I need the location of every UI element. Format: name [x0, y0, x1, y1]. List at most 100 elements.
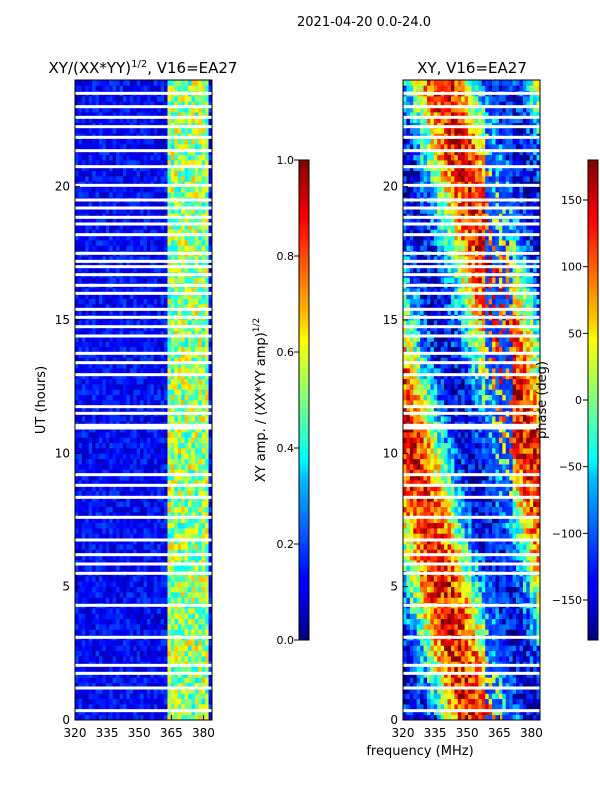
- heatmap-cell: [140, 101, 144, 108]
- heatmap-cell: [98, 709, 103, 716]
- heatmap-cell: [188, 554, 192, 561]
- heatmap-cell: [170, 709, 175, 716]
- heatmap-cell: [81, 672, 86, 678]
- heatmap-cell: [198, 352, 203, 358]
- heatmap-cell: [194, 154, 199, 161]
- heatmap-cell: [109, 112, 114, 118]
- heatmap-cell: [78, 202, 83, 209]
- heatmap-cell: [88, 346, 93, 353]
- heatmap-cell: [191, 357, 196, 364]
- heatmap-cell: [105, 144, 110, 150]
- heatmap-cell: [143, 416, 148, 422]
- heatmap-cell: [177, 240, 182, 246]
- heatmap-cell: [181, 160, 185, 166]
- heatmap-cell: [119, 320, 124, 326]
- heatmap-cell: [201, 202, 206, 209]
- heatmap-cell: [194, 666, 199, 673]
- heatmap-cell: [153, 592, 158, 598]
- heatmap-cell: [102, 96, 107, 102]
- heatmap-cell: [191, 656, 196, 662]
- heatmap-cell: [170, 160, 175, 166]
- heatmap-cell: [160, 432, 165, 438]
- heatmap-cell: [102, 160, 107, 166]
- heatmap-cell: [112, 85, 117, 92]
- heatmap-cell: [140, 474, 144, 481]
- heatmap-cell: [119, 581, 124, 588]
- heatmap-cell: [78, 186, 83, 193]
- heatmap-cell: [92, 682, 96, 689]
- heatmap-cell: [119, 325, 124, 332]
- heatmap-cell: [112, 224, 117, 230]
- heatmap-cell: [105, 101, 110, 108]
- heatmap-cell: [205, 101, 209, 108]
- heatmap-cell: [98, 474, 103, 481]
- heatmap-cell: [198, 416, 203, 422]
- heatmap-cell: [98, 544, 103, 550]
- heatmap-cell: [95, 245, 100, 252]
- heatmap-cell: [112, 522, 117, 529]
- heatmap-cell: [188, 384, 192, 390]
- heatmap-cell: [95, 106, 100, 113]
- heatmap-cell: [170, 464, 175, 470]
- heatmap-cell: [184, 405, 189, 412]
- heatmap-cell: [116, 416, 120, 422]
- heatmap-cell: [191, 304, 196, 310]
- heatmap-cell: [75, 112, 79, 118]
- heatmap-cell: [188, 368, 192, 374]
- heatmap-cell: [119, 458, 124, 465]
- heatmap-cell: [198, 485, 203, 492]
- heatmap-cell: [205, 544, 209, 550]
- heatmap-cell: [157, 256, 162, 262]
- heatmap-cell: [122, 362, 127, 369]
- heatmap-cell: [129, 629, 134, 636]
- heatmap-cell: [153, 309, 158, 316]
- heatmap-cell: [126, 592, 131, 598]
- data-gap: [75, 426, 212, 430]
- heatmap-cell: [164, 485, 168, 492]
- heatmap-cell: [191, 368, 196, 374]
- heatmap-cell: [167, 186, 172, 193]
- heatmap-cell: [95, 160, 100, 166]
- heatmap-cell: [85, 458, 90, 465]
- heatmap-cell: [126, 330, 131, 337]
- heatmap-cell: [105, 400, 110, 406]
- heatmap-cell: [181, 218, 185, 225]
- heatmap-cell: [133, 693, 138, 700]
- heatmap-cell: [109, 160, 114, 166]
- heatmap-cell: [122, 618, 127, 625]
- heatmap-cell: [150, 160, 155, 166]
- heatmap-cell: [136, 202, 141, 209]
- heatmap-cell: [146, 474, 151, 481]
- heatmap-cell: [164, 293, 168, 300]
- heatmap-cell: [140, 464, 144, 470]
- heatmap-cell: [133, 480, 138, 486]
- heatmap-cell: [167, 613, 172, 620]
- heatmap-cell: [157, 234, 162, 241]
- heatmap-cell: [181, 266, 185, 273]
- heatmap-cell: [170, 512, 175, 518]
- heatmap-cell: [119, 448, 124, 454]
- heatmap-cell: [205, 554, 209, 561]
- heatmap-cell: [75, 629, 79, 636]
- heatmap-cell: [140, 357, 144, 364]
- heatmap-cell: [208, 378, 213, 385]
- heatmap-cell: [205, 565, 209, 572]
- heatmap-cell: [88, 528, 93, 534]
- heatmap-cell: [126, 672, 131, 678]
- heatmap-cell: [153, 597, 158, 604]
- data-gap: [75, 562, 212, 566]
- heatmap-cell: [129, 352, 134, 358]
- heatmap-cell: [157, 597, 162, 604]
- heatmap-cell: [177, 405, 182, 412]
- heatmap-cell: [129, 501, 134, 508]
- heatmap-cell: [478, 709, 483, 716]
- heatmap-cell: [181, 400, 185, 406]
- heatmap-cell: [136, 416, 141, 422]
- heatmap-cell: [109, 394, 114, 401]
- heatmap-cell: [167, 522, 172, 529]
- heatmap-cell: [406, 709, 411, 716]
- heatmap-cell: [78, 96, 83, 102]
- heatmap-cell: [119, 592, 124, 598]
- heatmap-cell: [129, 517, 134, 524]
- heatmap-cell: [184, 693, 189, 700]
